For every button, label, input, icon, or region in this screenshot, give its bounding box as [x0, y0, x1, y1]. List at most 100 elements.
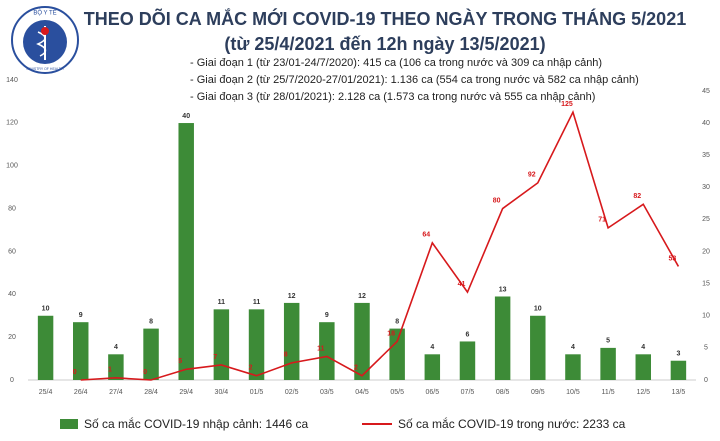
line-value-label: 71 — [598, 217, 606, 224]
y-tick-label: 20 — [8, 334, 16, 341]
x-tick-label: 02/5 — [285, 389, 299, 396]
bar — [108, 354, 124, 380]
y2-tick-label: 35 — [702, 152, 710, 159]
y-tick-label: 80 — [8, 205, 16, 212]
logo-top: BỘ Y TẾ — [33, 10, 56, 17]
logo-snake — [36, 31, 47, 57]
logo-star — [41, 27, 49, 35]
bar-value-label: 13 — [499, 286, 507, 293]
bar-value-label: 4 — [430, 344, 434, 351]
x-tick-label: 26/4 — [74, 389, 88, 396]
x-tick-label: 29/4 — [179, 389, 193, 396]
line-value-label: 18 — [387, 330, 395, 337]
bar-value-label: 6 — [466, 331, 470, 338]
legend-swatch — [60, 419, 78, 429]
bar-value-label: 12 — [358, 293, 366, 300]
line-value-label: 80 — [493, 197, 501, 204]
line-value-label: 0 — [143, 369, 147, 376]
bar — [389, 328, 405, 380]
x-tick-label: 25/4 — [39, 389, 53, 396]
bar — [283, 302, 300, 380]
line-value-label: 53 — [669, 255, 677, 262]
bar-value-label: 8 — [395, 318, 399, 325]
x-tick-label: 03/5 — [320, 389, 334, 396]
bar-value-label: 11 — [218, 299, 226, 306]
bar — [248, 309, 265, 380]
bar-value-label: 10 — [534, 306, 542, 313]
line-value-label: 64 — [422, 232, 430, 239]
bar-value-label: 9 — [79, 312, 83, 319]
bar-value-label: 12 — [288, 293, 296, 300]
line-value-label: 0 — [73, 369, 77, 376]
x-tick-label: 12/5 — [636, 389, 650, 396]
bar-value-label: 4 — [641, 344, 645, 351]
x-tick-label: 06/5 — [426, 389, 440, 396]
annotation: - Giai đoạn 2 (từ 25/7/2020-27/01/2021):… — [190, 74, 639, 86]
bar — [635, 354, 651, 380]
bar — [600, 347, 616, 380]
bar — [143, 328, 159, 380]
x-tick-label: 30/4 — [215, 389, 229, 396]
y2-tick-label: 20 — [702, 248, 710, 255]
bar-value-label: 4 — [571, 344, 575, 351]
y2-tick-label: 40 — [702, 120, 710, 127]
y2-tick-label: 25 — [702, 216, 710, 223]
bar-value-label: 9 — [325, 312, 329, 319]
line-value-label: 82 — [633, 193, 641, 200]
bar — [670, 360, 687, 380]
x-tick-label: 01/5 — [250, 389, 264, 396]
y-tick-label: 100 — [6, 163, 18, 170]
bar — [494, 296, 511, 380]
bar — [73, 322, 89, 380]
legend-label: Số ca mắc COVID-19 nhập cảnh: 1446 ca — [84, 416, 308, 431]
x-tick-label: 27/4 — [109, 389, 123, 396]
x-tick-label: 07/5 — [461, 389, 475, 396]
y2-tick-label: 5 — [704, 345, 708, 352]
logo: BỘ Y TẾ MINISTRY OF HEALTH — [11, 6, 79, 74]
bar — [178, 123, 194, 381]
logo-bottom: MINISTRY OF HEALTH — [27, 67, 64, 71]
bar — [319, 322, 335, 380]
x-tick-label: 05/5 — [390, 389, 404, 396]
line-value-label: 11 — [317, 345, 325, 352]
y-tick-label: 140 — [6, 77, 18, 84]
bar-value-label: 4 — [114, 344, 118, 351]
x-tick-label: 09/5 — [531, 389, 545, 396]
bar — [424, 354, 441, 380]
y2-tick-label: 15 — [702, 280, 710, 287]
bar — [565, 354, 581, 380]
bar-value-label: 5 — [606, 338, 610, 345]
x-tick-label: 10/5 — [566, 389, 580, 396]
y-tick-label: 0 — [10, 377, 14, 384]
chart-title: THEO DÕI CA MẮC MỚI COVID-19 THEO NGÀY T… — [84, 8, 686, 29]
line-value-label: 92 — [528, 172, 536, 179]
y2-tick-label: 30 — [702, 184, 710, 191]
line-value-label: 41 — [458, 281, 466, 288]
chart-subtitle: (từ 25/4/2021 đến 12h ngày 13/5/2021) — [224, 34, 545, 54]
y-tick-label: 120 — [6, 120, 18, 127]
line-value-label: 7 — [213, 354, 217, 361]
line-value-label: 8 — [284, 352, 288, 359]
bar-value-label: 8 — [149, 318, 153, 325]
x-tick-label: 08/5 — [496, 389, 510, 396]
y2-tick-label: 45 — [702, 88, 710, 95]
bar-value-label: 11 — [253, 299, 261, 306]
x-tick-label: 13/5 — [672, 389, 686, 396]
line-value-label: 125 — [561, 101, 573, 108]
y-tick-label: 40 — [8, 291, 16, 298]
y2-tick-label: 0 — [704, 377, 708, 384]
line-value-label: 2 — [249, 365, 253, 372]
y-tick-label: 60 — [8, 248, 16, 255]
y2-tick-label: 10 — [702, 313, 710, 320]
annotation: - Giai đoạn 3 (từ 28/01/2021): 2.128 ca … — [190, 91, 595, 103]
bar — [354, 302, 370, 380]
x-tick-label: 28/4 — [144, 389, 158, 396]
bar-value-label: 40 — [182, 113, 190, 120]
annotation: - Giai đoạn 1 (từ 23/01-24/7/2020): 415 … — [190, 57, 602, 69]
bar — [37, 315, 54, 380]
bar — [530, 315, 546, 380]
line-value-label: 2 — [354, 365, 358, 372]
line — [80, 109, 680, 381]
legend-label: Số ca mắc COVID-19 trong nước: 2233 ca — [398, 416, 626, 431]
